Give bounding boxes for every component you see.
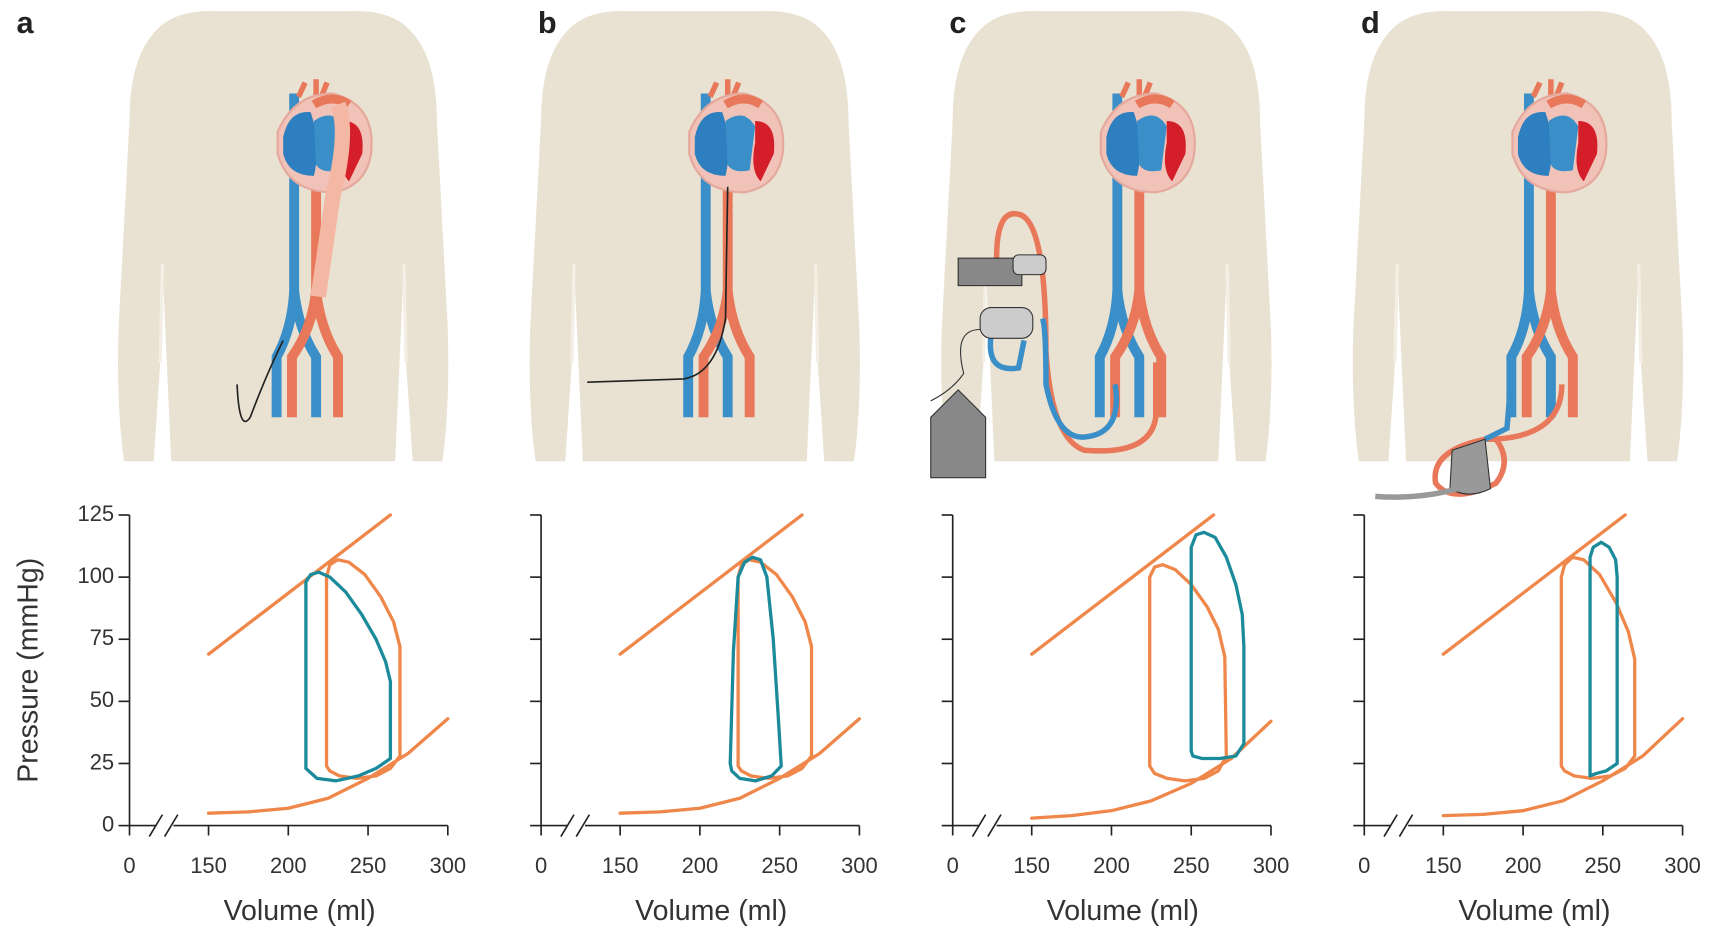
panel-letter: c (949, 5, 966, 40)
body-b (530, 11, 860, 461)
x-tick-label: 200 (682, 853, 719, 878)
x-tick-label: 150 (190, 853, 227, 878)
x-tick-label: 0 (535, 853, 547, 878)
x-tick-label: 250 (761, 853, 798, 878)
x-tick-label: 0 (947, 853, 959, 878)
y-tick-label: 75 (90, 625, 114, 650)
body-d (1353, 11, 1683, 497)
y-tick-label: 0 (102, 811, 114, 836)
x-axis-label: Volume (ml) (224, 895, 376, 927)
x-tick-label: 200 (1093, 853, 1130, 878)
pv-line (209, 515, 391, 654)
x-tick-label: 150 (1013, 853, 1050, 878)
pv-line (306, 572, 391, 781)
body-c (931, 11, 1272, 478)
x-tick-label: 200 (1505, 853, 1542, 878)
pv-line (1032, 515, 1214, 654)
y-tick-label: 50 (90, 687, 114, 712)
figure: a 0 25 50 75 100 125 0 150 200 250 300 Volume (ml) Pr… (0, 0, 1721, 929)
x-tick-label: 250 (1585, 853, 1622, 878)
y-tick-label: 25 (90, 749, 114, 774)
pv-line (1150, 565, 1227, 781)
x-axis-label: Volume (ml) (1047, 895, 1199, 927)
pv-line (620, 515, 802, 654)
page: {"chart_data":[ {"type":"line","title":"… (0, 0, 1721, 929)
pv-line (1443, 515, 1625, 654)
x-tick-label: 300 (841, 853, 878, 878)
x-tick-label: 300 (1253, 853, 1290, 878)
pv-line (1191, 532, 1244, 758)
x-axis-label: Volume (ml) (1458, 895, 1610, 927)
x-axis-label: Volume (ml) (635, 895, 787, 927)
x-tick-label: 300 (430, 853, 467, 878)
x-tick-label: 250 (350, 853, 387, 878)
x-tick-label: 0 (123, 853, 135, 878)
x-tick-label: 0 (1358, 853, 1370, 878)
pv-line (1590, 542, 1617, 776)
x-tick-label: 150 (1425, 853, 1462, 878)
body-a (118, 11, 448, 461)
panel-letter: a (16, 5, 34, 40)
pv-line (1561, 557, 1634, 778)
y-axis-label: Pressure (mmHg) (12, 558, 44, 783)
panel-letter: d (1361, 5, 1380, 40)
x-tick-label: 150 (602, 853, 639, 878)
panel-letter: b (538, 5, 557, 40)
x-tick-label: 250 (1173, 853, 1210, 878)
y-tick-label: 100 (78, 563, 115, 588)
x-tick-label: 200 (270, 853, 307, 878)
x-tick-label: 300 (1664, 853, 1701, 878)
y-tick-label: 125 (78, 501, 115, 526)
